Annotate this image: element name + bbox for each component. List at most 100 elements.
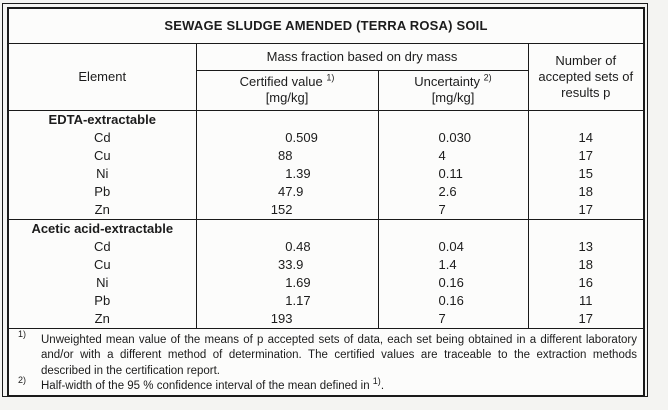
element-symbol: Zn: [94, 201, 110, 217]
uncertainty-value: 2.6: [438, 183, 457, 199]
edta-certified-cell: 0.509 88 1.39 47.9 152: [195, 109, 379, 220]
acetic-uncertainty-cell: 0.04 1.4 0.16 0.16 7: [377, 218, 529, 329]
fraction-part: .48: [292, 238, 311, 254]
accepted-sets-value: 18: [578, 256, 593, 272]
header-uncertainty: Uncertainty 2) [mg/kg]: [377, 69, 529, 111]
fraction-part: .9: [292, 256, 304, 272]
footnote-2: 2) Half-width of the 95 % confidence int…: [15, 376, 637, 395]
accepted-sets-value: 13: [578, 238, 593, 254]
certified-value: 47.9: [197, 183, 378, 201]
header-element: Element: [7, 42, 197, 111]
uncertainty-value: 1.4: [438, 256, 457, 272]
element-symbol: Ni: [96, 274, 109, 290]
integer-part: 1: [285, 165, 293, 181]
title-row: SEWAGE SLUDGE AMENDED (TERRA ROSA) SOIL: [7, 7, 645, 44]
spacer-line: [379, 220, 528, 238]
accepted-sets-value: 16: [578, 274, 593, 290]
element-symbol: Cu: [93, 256, 111, 272]
fraction-part: .509: [292, 129, 318, 145]
spacer-line: [197, 220, 378, 238]
table-title: SEWAGE SLUDGE AMENDED (TERRA ROSA) SOIL: [7, 7, 645, 44]
footnote-2-text-after: .: [380, 380, 385, 393]
element-symbol: Cu: [93, 147, 111, 163]
uncertainty-value: 0.16: [438, 274, 464, 290]
integer-part: 33: [278, 256, 293, 272]
uncertainty-value: 0.04: [438, 238, 464, 254]
element-symbol: Pb: [94, 292, 111, 308]
spacer-line: [529, 220, 644, 238]
fraction-part: .9: [292, 183, 304, 199]
section-label: EDTA-extractable: [48, 111, 156, 127]
accepted-sets-value: 17: [578, 147, 593, 163]
footnote-1-text: Unweighted mean value of the means of p …: [41, 333, 637, 377]
certified-value: 0.48: [197, 238, 378, 256]
uncertainty-value: 0.16: [438, 292, 464, 308]
header-uncertainty-label: Uncertainty: [414, 74, 481, 89]
uncertainty-value: 7: [438, 201, 446, 217]
element-symbol: Zn: [94, 310, 110, 326]
header-accepted-sets: Number of accepted sets of results p: [527, 42, 645, 111]
header-mass-fraction-label: Mass fraction based on dry mass: [266, 48, 458, 64]
element-symbol: Ni: [96, 165, 109, 181]
header-accepted-sets-label: Number of accepted sets of results p: [538, 52, 634, 100]
accepted-sets-value: 11: [579, 292, 593, 308]
accepted-sets-value: 15: [578, 165, 593, 181]
certified-value: 1.39: [197, 165, 378, 183]
footnotes-cell: 1) Unweighted mean value of the means of…: [7, 327, 645, 397]
header-mass-fraction-group: Mass fraction based on dry mass: [195, 42, 529, 71]
integer-part: 0: [285, 129, 293, 145]
certified-values-table: SEWAGE SLUDGE AMENDED (TERRA ROSA) SOIL …: [7, 7, 645, 397]
certified-value: 33.9: [197, 256, 378, 274]
integer-part: 88: [278, 147, 293, 163]
edta-uncertainty-cell: 0.030 4 0.11 2.6 7: [377, 109, 529, 220]
certified-value: 1.69: [197, 274, 378, 292]
header-element-label: Element: [78, 68, 127, 84]
certified-value: 152: [197, 201, 378, 219]
uncertainty-value: 4: [438, 147, 446, 163]
edta-accepted-cell: 14 17 15 18 17: [527, 109, 645, 220]
element-symbol: Cd: [93, 238, 111, 254]
element-symbol: Pb: [94, 183, 111, 199]
fraction-part: .69: [292, 274, 311, 290]
fraction-part: .39: [292, 165, 311, 181]
footnote-1: 1) Unweighted mean value of the means of…: [15, 329, 637, 380]
integer-part: 1: [285, 292, 293, 308]
accepted-sets-value: 18: [578, 183, 593, 199]
header-certified-value: Certified value 1) [mg/kg]: [195, 69, 379, 111]
spacer-line: [197, 111, 378, 129]
footnote-ref-2: 2): [483, 72, 492, 83]
element-symbol: Cd: [93, 129, 111, 145]
spacer-line: [379, 111, 528, 129]
footnote-2-text-before: Half-width of the 95 % confidence interv…: [41, 380, 373, 393]
edta-element-cell: EDTA-extractable Cd Cu Ni Pb Zn: [7, 109, 197, 220]
footnote-2-text: Half-width of the 95 % confidence interv…: [41, 376, 637, 395]
fraction-part: .17: [292, 292, 311, 308]
footnote-ref-1: 1): [326, 72, 335, 83]
header-certified-unit: [mg/kg]: [265, 90, 309, 105]
header-row-1: Element Mass fraction based on dry mass …: [7, 42, 645, 111]
accepted-sets-value: 14: [578, 129, 593, 145]
integer-part: 0: [285, 238, 293, 254]
acetic-element-cell: Acetic acid-extractable Cd Cu Ni Pb Zn: [7, 218, 197, 329]
certified-value: 88: [197, 147, 378, 165]
certified-value: 1.17: [197, 292, 378, 310]
footnote-2-inline-ref: 1): [372, 376, 381, 387]
header-certified-label: Certified value: [239, 74, 323, 89]
integer-part: 1: [285, 274, 293, 290]
integer-part: 47: [278, 183, 293, 199]
spacer-line: [529, 111, 644, 129]
integer-part: 152: [270, 201, 293, 217]
acetic-accepted-cell: 13 18 16 11 17: [527, 218, 645, 329]
accepted-sets-value: 17: [578, 201, 593, 217]
section-row-edta: EDTA-extractable Cd Cu Ni Pb Zn 0.509 88 1.39 47…: [7, 109, 645, 220]
acetic-certified-cell: 0.48 33.9 1.69 1.17 193: [195, 218, 379, 329]
certified-value: 0.509: [197, 129, 378, 147]
uncertainty-value: 7: [438, 310, 446, 326]
section-label: Acetic acid-extractable: [31, 220, 174, 236]
section-row-acetic: Acetic acid-extractable Cd Cu Ni Pb Zn 0.48 33…: [7, 218, 645, 329]
uncertainty-value: 0.030: [438, 129, 472, 145]
integer-part: 193: [270, 310, 293, 326]
uncertainty-value: 0.11: [438, 165, 463, 181]
certified-value: 193: [197, 310, 378, 328]
